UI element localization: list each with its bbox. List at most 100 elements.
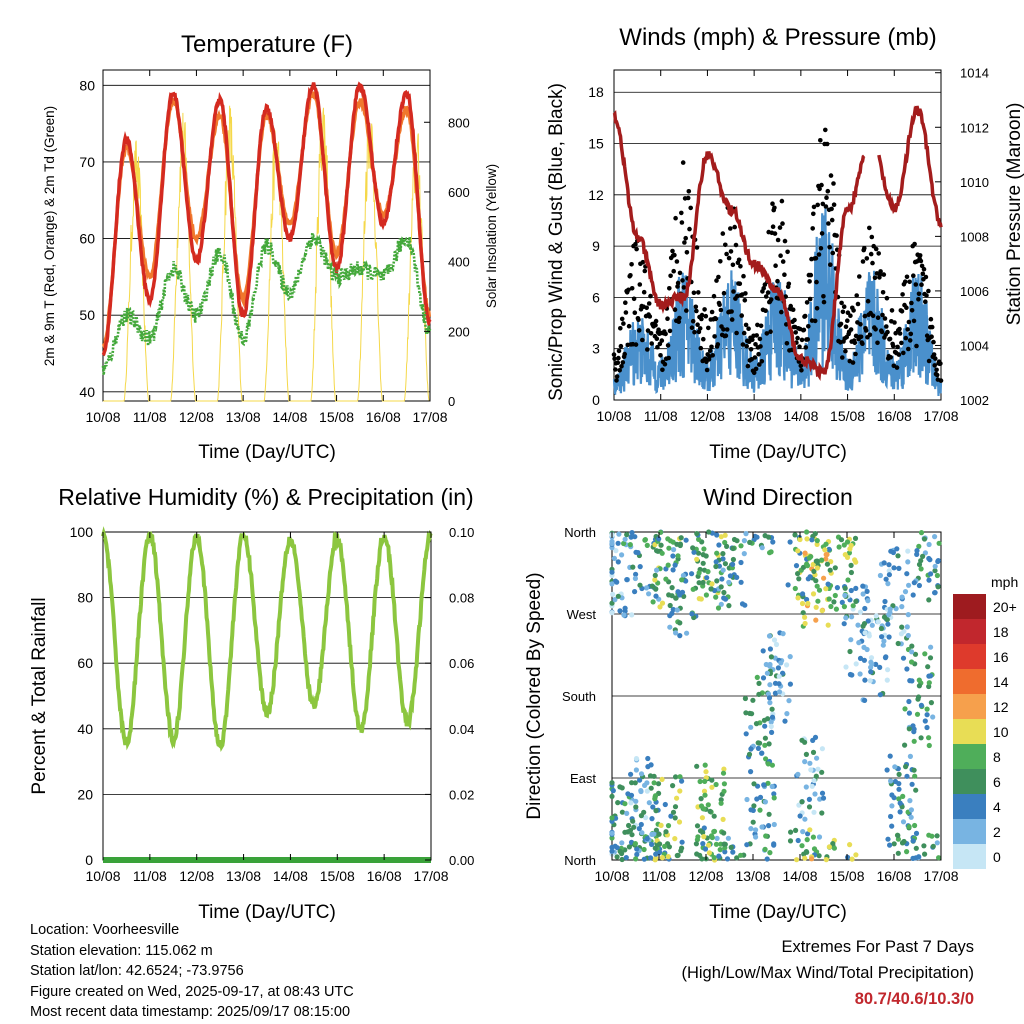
direction-point xyxy=(747,539,753,546)
direction-point xyxy=(827,567,833,573)
temperature-ylabel-right: Solar Insolation (Yellow) xyxy=(484,164,499,308)
direction-point xyxy=(932,534,938,540)
colorbar-label: 12 xyxy=(993,699,1009,715)
precip-ytick-label: 0.02 xyxy=(449,787,474,802)
direction-point xyxy=(886,572,893,578)
wind-xtick-label: 11/08 xyxy=(644,408,678,424)
direction-point xyxy=(800,564,807,570)
gust-point xyxy=(929,324,935,330)
direction-point xyxy=(887,842,893,848)
direction-point xyxy=(761,782,767,788)
gust-point xyxy=(879,329,885,335)
direction-point xyxy=(869,622,875,628)
direction-point xyxy=(904,571,910,577)
direction-point xyxy=(922,651,928,657)
direction-point xyxy=(805,831,811,837)
direction-point xyxy=(906,698,912,705)
dir-xtick-label: 14/08 xyxy=(782,868,817,884)
direction-point xyxy=(615,559,621,565)
direction-point xyxy=(677,620,683,626)
direction-point xyxy=(765,761,771,767)
gust-point xyxy=(819,231,825,236)
direction-point xyxy=(815,766,821,772)
direction-point xyxy=(673,630,679,636)
gust-point xyxy=(848,313,853,319)
colorbar-swatch xyxy=(953,819,986,844)
direction-point xyxy=(812,791,818,797)
direction-point xyxy=(882,655,889,661)
direction-point xyxy=(811,777,817,784)
direction-point xyxy=(657,841,663,847)
direction-point xyxy=(764,856,770,862)
direction-point xyxy=(628,800,634,806)
direction-point xyxy=(906,726,912,732)
gust-point xyxy=(618,326,623,331)
gust-point xyxy=(613,367,618,372)
gust-point xyxy=(870,260,875,266)
direction-point xyxy=(615,593,621,599)
direction-point xyxy=(652,572,658,579)
direction-point xyxy=(842,585,848,591)
direction-point xyxy=(738,852,744,858)
gust-point xyxy=(667,328,673,334)
direction-point xyxy=(700,841,706,847)
direction-point xyxy=(665,854,671,860)
gust-point xyxy=(753,366,759,372)
direction-point xyxy=(926,742,932,749)
direction-point xyxy=(651,831,657,837)
colorbar-label: 0 xyxy=(993,849,1001,865)
direction-point xyxy=(655,548,661,554)
direction-point xyxy=(930,714,936,720)
direction-point xyxy=(765,716,771,722)
direction-point xyxy=(711,813,717,819)
gust-point xyxy=(707,348,713,354)
humidity-ylabel: Percent & Total Rainfall xyxy=(29,597,50,794)
gust-point xyxy=(756,351,761,357)
direction-point xyxy=(629,832,635,838)
direction-point xyxy=(924,724,930,731)
solar-ytick-label: 600 xyxy=(448,185,470,200)
temp-xtick-label: 16/08 xyxy=(366,409,401,425)
colorbar-label: 4 xyxy=(993,799,1001,815)
extremes-box: Extremes For Past 7 Days (High/Low/Max W… xyxy=(681,934,974,1012)
direction-point xyxy=(763,833,769,839)
gust-point xyxy=(831,202,837,207)
extremes-title: Extremes For Past 7 Days xyxy=(781,938,974,956)
gust-point xyxy=(679,210,684,216)
direction-point xyxy=(694,556,700,562)
direction-point xyxy=(900,819,907,825)
direction-point xyxy=(649,841,655,848)
gust-point xyxy=(894,365,900,370)
direction-point xyxy=(681,593,687,600)
direction-point xyxy=(677,788,683,794)
rh-xtick-label: 15/08 xyxy=(320,868,355,884)
gust-point xyxy=(931,339,936,345)
direction-point xyxy=(694,823,701,829)
wind-ytick-label: 18 xyxy=(588,84,604,100)
direction-point xyxy=(853,598,859,605)
gust-point xyxy=(921,266,927,272)
direction-point xyxy=(911,580,917,586)
direction-point xyxy=(771,791,777,797)
direction-point xyxy=(767,550,773,556)
direction-point xyxy=(926,555,932,562)
direction-point xyxy=(916,582,923,589)
gust-point xyxy=(889,308,895,313)
direction-point xyxy=(755,745,762,752)
colorbar-swatch xyxy=(953,644,986,669)
direction-point xyxy=(882,598,888,605)
direction-point xyxy=(800,610,806,616)
gust-point xyxy=(848,327,854,332)
solar-ytick-label: 400 xyxy=(448,255,470,270)
direction-point xyxy=(907,753,914,760)
gust-point xyxy=(795,335,800,341)
direction-point xyxy=(744,842,750,848)
direction-point xyxy=(839,599,845,606)
direction-point xyxy=(763,756,769,762)
direction-point xyxy=(841,604,848,610)
direction-point xyxy=(668,813,674,819)
direction-point xyxy=(669,610,675,617)
direction-point xyxy=(816,834,823,840)
pressure-ytick-label: 1004 xyxy=(960,338,989,353)
direction-point xyxy=(785,582,791,588)
